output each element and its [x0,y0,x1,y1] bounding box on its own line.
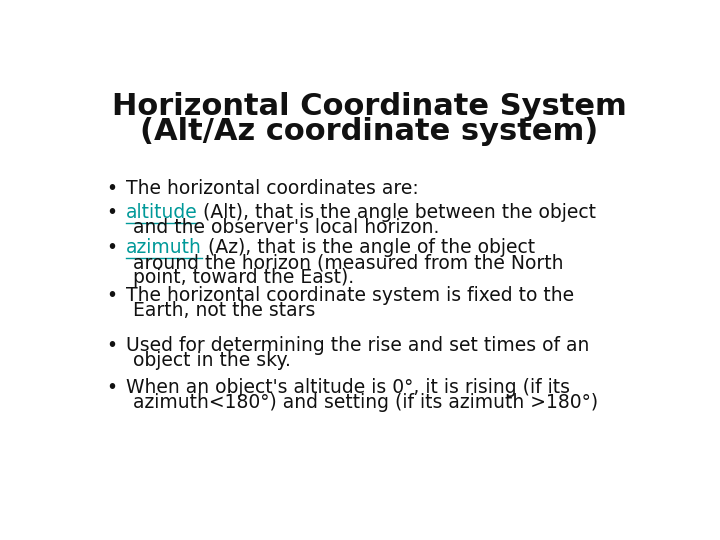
Text: Used for determining the rise and set times of an: Used for determining the rise and set ti… [126,336,589,355]
Text: Horizontal Coordinate System: Horizontal Coordinate System [112,92,626,121]
Text: (Az), that is the angle of the object: (Az), that is the angle of the object [202,238,535,257]
Text: Earth, not the stars: Earth, not the stars [132,301,315,320]
Text: •: • [106,286,117,305]
Text: •: • [106,378,117,397]
Text: When an object's altitude is 0°, it is rising (if its: When an object's altitude is 0°, it is r… [126,378,570,397]
Text: (Alt/Az coordinate system): (Alt/Az coordinate system) [140,117,598,146]
Text: azimuth<180°) and setting (if its azimuth >180°): azimuth<180°) and setting (if its azimut… [132,393,598,412]
Text: altitude: altitude [126,204,197,222]
Text: around the horizon (measured from the North: around the horizon (measured from the No… [132,253,563,272]
Text: point, toward the East).: point, toward the East). [132,268,354,287]
Text: The horizontal coordinate system is fixed to the: The horizontal coordinate system is fixe… [126,286,574,305]
Text: •: • [106,238,117,257]
Text: and the observer's local horizon.: and the observer's local horizon. [132,218,439,238]
Text: object in the sky.: object in the sky. [132,351,290,370]
Text: •: • [106,179,117,198]
Text: •: • [106,204,117,222]
Text: •: • [106,336,117,355]
Text: azimuth: azimuth [126,238,202,257]
Text: The horizontal coordinates are:: The horizontal coordinates are: [126,179,418,198]
Text: (Alt), that is the angle between the object: (Alt), that is the angle between the obj… [197,204,596,222]
